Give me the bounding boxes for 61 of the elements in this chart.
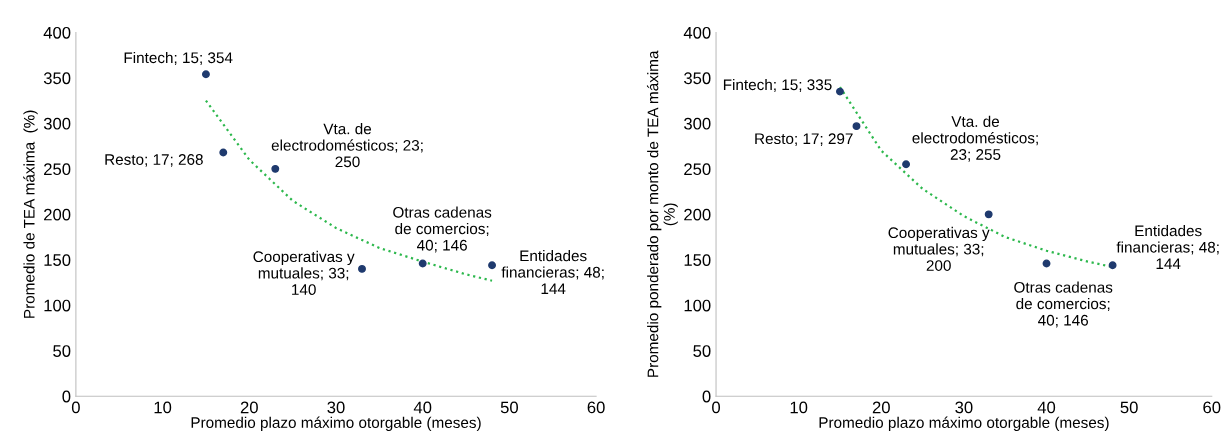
y-tick-label: 400 [43, 26, 71, 39]
x-tick-label: 0 [71, 401, 80, 414]
x-tick-label: 20 [872, 401, 890, 414]
annotation: Fintech; 15; 335 [723, 78, 832, 92]
point [358, 264, 366, 273]
y-tick-label: 250 [44, 163, 71, 176]
annotation: Vta. de electrodomésticos; 23; 255 [912, 115, 1038, 162]
x-tick-label: 50 [1120, 401, 1138, 414]
point [902, 160, 911, 169]
x-tick-label: 0 [712, 401, 721, 414]
annotation: Resto; 17; 268 [105, 154, 203, 167]
point [1108, 261, 1117, 270]
point [418, 259, 427, 268]
annotation: Resto; 17; 297 [755, 133, 853, 146]
x-tick-label: 60 [587, 401, 605, 414]
point [1042, 259, 1051, 268]
x-tick-label: 30 [327, 401, 345, 414]
y-tick-label: 200 [684, 208, 711, 221]
y-tick-label: 50 [53, 345, 71, 357]
point [488, 261, 497, 270]
y-tick-label: 150 [684, 254, 711, 266]
annotation: Fintech; 15; 354 [124, 51, 233, 65]
y-tick-label: 50 [693, 345, 711, 357]
x-tick-label: 10 [154, 401, 172, 414]
annotation: Cooperativas y mutuales; 33; 140 [253, 250, 355, 296]
y-tick-label: 100 [44, 299, 71, 312]
point [984, 210, 993, 219]
line-series [204, 99, 494, 282]
x-axis-title: Promedio plazo máximo otorgable (meses) [191, 416, 481, 432]
x-tick-label: 60 [1203, 401, 1221, 414]
x-axis-title: Promedio plazo máximo otorgable (meses) [819, 416, 1109, 432]
y-tick-label: 0 [702, 390, 711, 403]
y-axis-title: Promedio ponderado por monto de TEA máxima (%) [646, 50, 678, 377]
y-tick-label: 250 [684, 163, 711, 176]
y-tick-label: 100 [684, 299, 711, 312]
point [271, 164, 280, 173]
y-tick-label: 350 [43, 72, 71, 85]
y-tick-label: 400 [683, 26, 711, 39]
y-tick-label: 150 [44, 254, 71, 266]
x-tick-label: 40 [413, 401, 432, 414]
point [219, 148, 228, 157]
point [836, 87, 844, 96]
y-tick-label: 0 [62, 390, 71, 403]
y-tick-label: 200 [44, 208, 71, 221]
x-tick-label: 50 [500, 401, 519, 414]
x-tick-label: 40 [1037, 401, 1056, 414]
annotation: Cooperativas y mutuales; 33; 200 [888, 226, 990, 271]
annotation: Entidades financieras; 48; 144 [1116, 225, 1219, 269]
y-axis-title: Promedio de TEA máxima (%) [23, 110, 38, 318]
y-tick-label: 350 [684, 72, 711, 85]
x-tick-label: 10 [790, 401, 808, 414]
x-tick-label: 30 [955, 401, 973, 414]
y-tick-label: 300 [43, 117, 71, 130]
point [852, 122, 861, 131]
annotation: Otras cadenas de comercios; 40; 146 [1014, 281, 1113, 328]
x-tick-label: 20 [240, 401, 258, 414]
point [201, 70, 210, 79]
annotation: Entidades financieras; 48; 144 [501, 250, 604, 294]
annotation: Otras cadenas de comercios; 40; 146 [393, 206, 492, 253]
y-tick-label: 300 [684, 117, 711, 130]
annotation: Vta. de electrodomésticos; 23; 250 [271, 123, 423, 168]
